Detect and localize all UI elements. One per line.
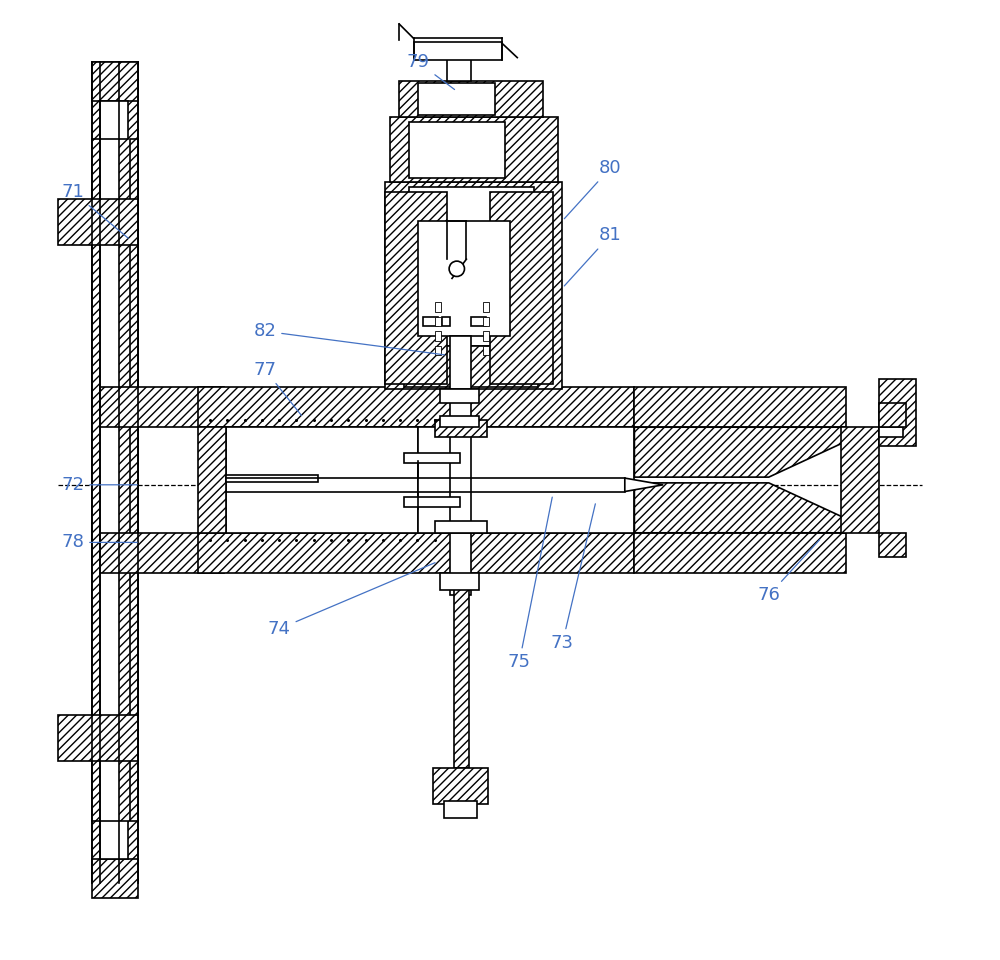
Bar	[435, 521, 487, 533]
Bar	[444, 801, 477, 818]
Bar	[385, 192, 447, 384]
Bar	[58, 199, 138, 245]
Circle shape	[449, 261, 464, 276]
Bar	[450, 533, 471, 595]
Bar	[450, 389, 471, 533]
Text: 71: 71	[61, 183, 128, 238]
Bar	[435, 317, 441, 326]
Bar	[226, 475, 318, 482]
Bar	[100, 821, 128, 859]
Bar	[198, 533, 634, 573]
Bar	[841, 427, 879, 533]
Bar	[418, 427, 634, 533]
Bar	[418, 83, 495, 115]
Bar	[390, 117, 558, 182]
Text: 74: 74	[268, 563, 435, 637]
Bar	[435, 420, 487, 437]
Bar	[879, 427, 903, 437]
Polygon shape	[634, 483, 846, 533]
Bar	[447, 57, 471, 81]
Bar	[471, 317, 486, 326]
Bar	[454, 576, 469, 768]
Bar	[100, 533, 224, 573]
Text: 78: 78	[61, 534, 137, 551]
Bar	[414, 42, 502, 60]
Bar	[58, 715, 138, 761]
Bar	[483, 302, 489, 312]
Bar	[879, 533, 906, 557]
Text: 75: 75	[508, 497, 552, 671]
Bar	[435, 331, 441, 341]
Bar	[483, 317, 489, 326]
Bar	[418, 221, 510, 336]
Bar	[634, 533, 846, 573]
Bar	[433, 768, 488, 804]
Bar	[440, 573, 479, 590]
Bar	[450, 336, 471, 389]
Text: 77: 77	[253, 361, 301, 416]
Bar	[879, 379, 916, 446]
Polygon shape	[625, 478, 663, 492]
Text: 72: 72	[61, 476, 137, 493]
Bar	[409, 122, 505, 178]
Bar	[92, 62, 138, 883]
Bar	[130, 139, 138, 821]
Bar	[423, 317, 438, 326]
Bar	[483, 346, 489, 355]
Bar	[404, 453, 460, 463]
Text: 81: 81	[564, 227, 622, 286]
Bar	[435, 346, 441, 355]
Bar	[409, 187, 534, 346]
Bar	[440, 416, 479, 427]
Text: 79: 79	[407, 54, 455, 89]
Text: 76: 76	[757, 540, 820, 604]
Bar	[226, 427, 418, 533]
Bar	[92, 62, 138, 101]
Bar	[100, 387, 224, 427]
Text: 82: 82	[253, 323, 444, 355]
Bar	[399, 81, 543, 117]
Bar	[404, 346, 538, 387]
Bar	[483, 331, 489, 341]
Bar	[435, 302, 441, 312]
Bar	[490, 192, 553, 384]
Bar	[92, 859, 138, 898]
Bar	[879, 403, 906, 427]
Bar	[100, 101, 128, 139]
Text: 73: 73	[551, 504, 595, 652]
Bar	[634, 387, 846, 427]
Bar	[92, 139, 100, 821]
Bar	[385, 182, 562, 389]
Bar	[198, 387, 634, 427]
Polygon shape	[634, 427, 846, 477]
Bar	[404, 497, 460, 507]
Bar	[198, 427, 226, 533]
Bar	[440, 389, 479, 403]
Bar	[442, 317, 450, 326]
Text: 80: 80	[564, 159, 622, 219]
Bar	[100, 96, 119, 845]
